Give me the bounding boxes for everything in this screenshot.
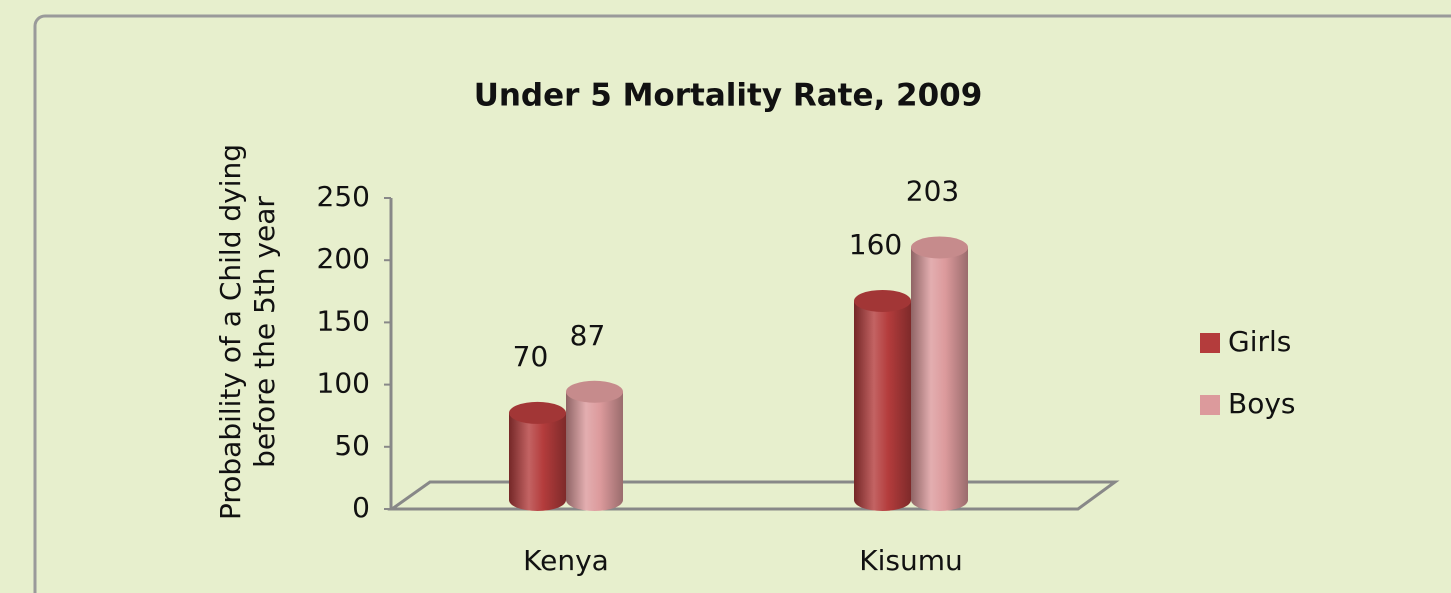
bar-top <box>566 380 623 403</box>
x-tick-label: Kenya <box>523 544 609 577</box>
y-axis-label-line: Probability of a Child dying <box>214 144 247 520</box>
bar <box>911 247 968 512</box>
y-tick-label: 50 <box>334 429 370 462</box>
bar <box>566 391 623 512</box>
data-label: 87 <box>570 319 606 352</box>
y-axis-label: Probability of a Child dying before the … <box>214 144 281 520</box>
legend-swatch <box>1200 333 1220 353</box>
y-tick-label: 250 <box>317 180 370 213</box>
y-tick-label: 0 <box>352 491 370 524</box>
legend-swatch <box>1200 395 1220 415</box>
bar <box>509 412 566 512</box>
y-tick-label: 150 <box>317 304 370 337</box>
bar-top <box>911 236 968 259</box>
chart-title: Under 5 Mortality Rate, 2009 <box>474 78 983 114</box>
y-tick-label: 200 <box>317 242 370 275</box>
floor <box>387 480 1120 511</box>
chart-frame <box>33 14 1451 593</box>
data-label: 203 <box>906 174 959 207</box>
data-label: 160 <box>849 228 902 261</box>
data-label: 70 <box>513 340 549 373</box>
x-tick-label: Kisumu <box>859 544 963 577</box>
y-tick-label: 100 <box>317 367 370 400</box>
bar-top <box>509 401 566 424</box>
legend-label: Girls <box>1228 325 1291 358</box>
y-axis-label-line: before the 5th year <box>248 196 281 468</box>
bar <box>854 300 911 512</box>
legend-label: Boys <box>1228 387 1296 420</box>
bar-top <box>854 289 911 312</box>
